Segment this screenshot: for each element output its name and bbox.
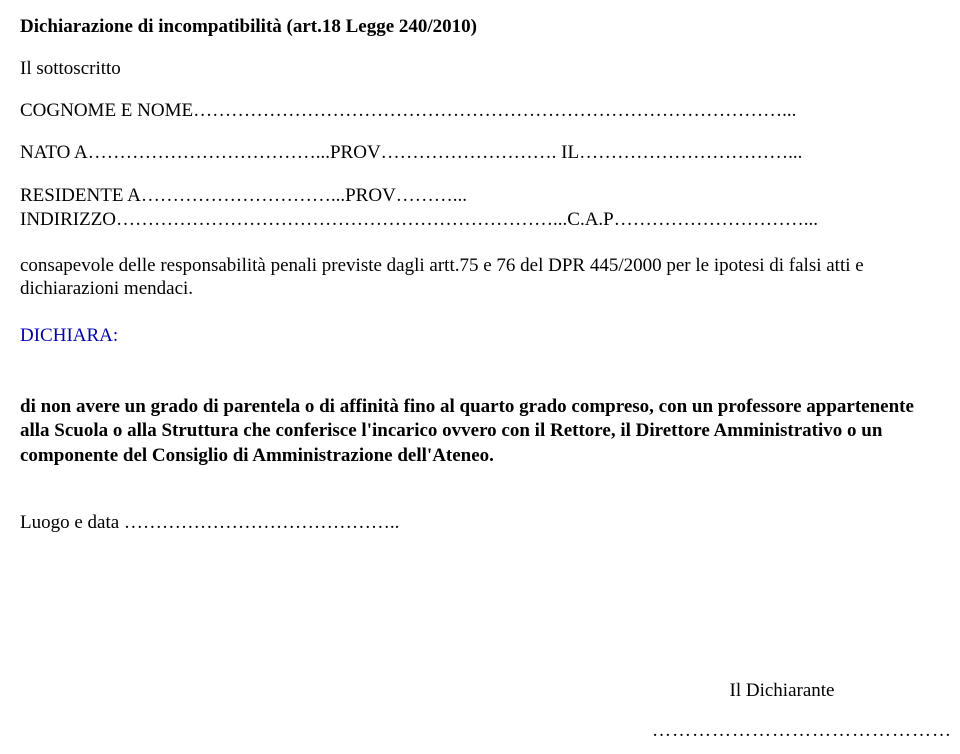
place-date-line: Luogo e data …………………………………….. bbox=[20, 512, 932, 534]
document-page: Dichiarazione di incompatibilità (art.18… bbox=[0, 0, 960, 754]
surname-name-line: COGNOME E NOME……………………………………………………………………… bbox=[20, 100, 932, 122]
document-title: Dichiarazione di incompatibilità (art.18… bbox=[20, 16, 932, 38]
declaration-body: di non avere un grado di parentela o di … bbox=[20, 395, 932, 468]
subscriber-line: Il sottoscritto bbox=[20, 58, 932, 80]
signature-line: ……………………………………… bbox=[652, 720, 912, 742]
born-line: NATO A………………………………...PROV………………………. IL……… bbox=[20, 142, 932, 164]
declares-heading: DICHIARA: bbox=[20, 325, 932, 347]
declarant-label: Il Dichiarante bbox=[652, 680, 912, 702]
aware-paragraph: consapevole delle responsabilità penali … bbox=[20, 254, 932, 302]
resident-line: RESIDENTE A…………………………...PROV………... INDIR… bbox=[20, 184, 932, 232]
